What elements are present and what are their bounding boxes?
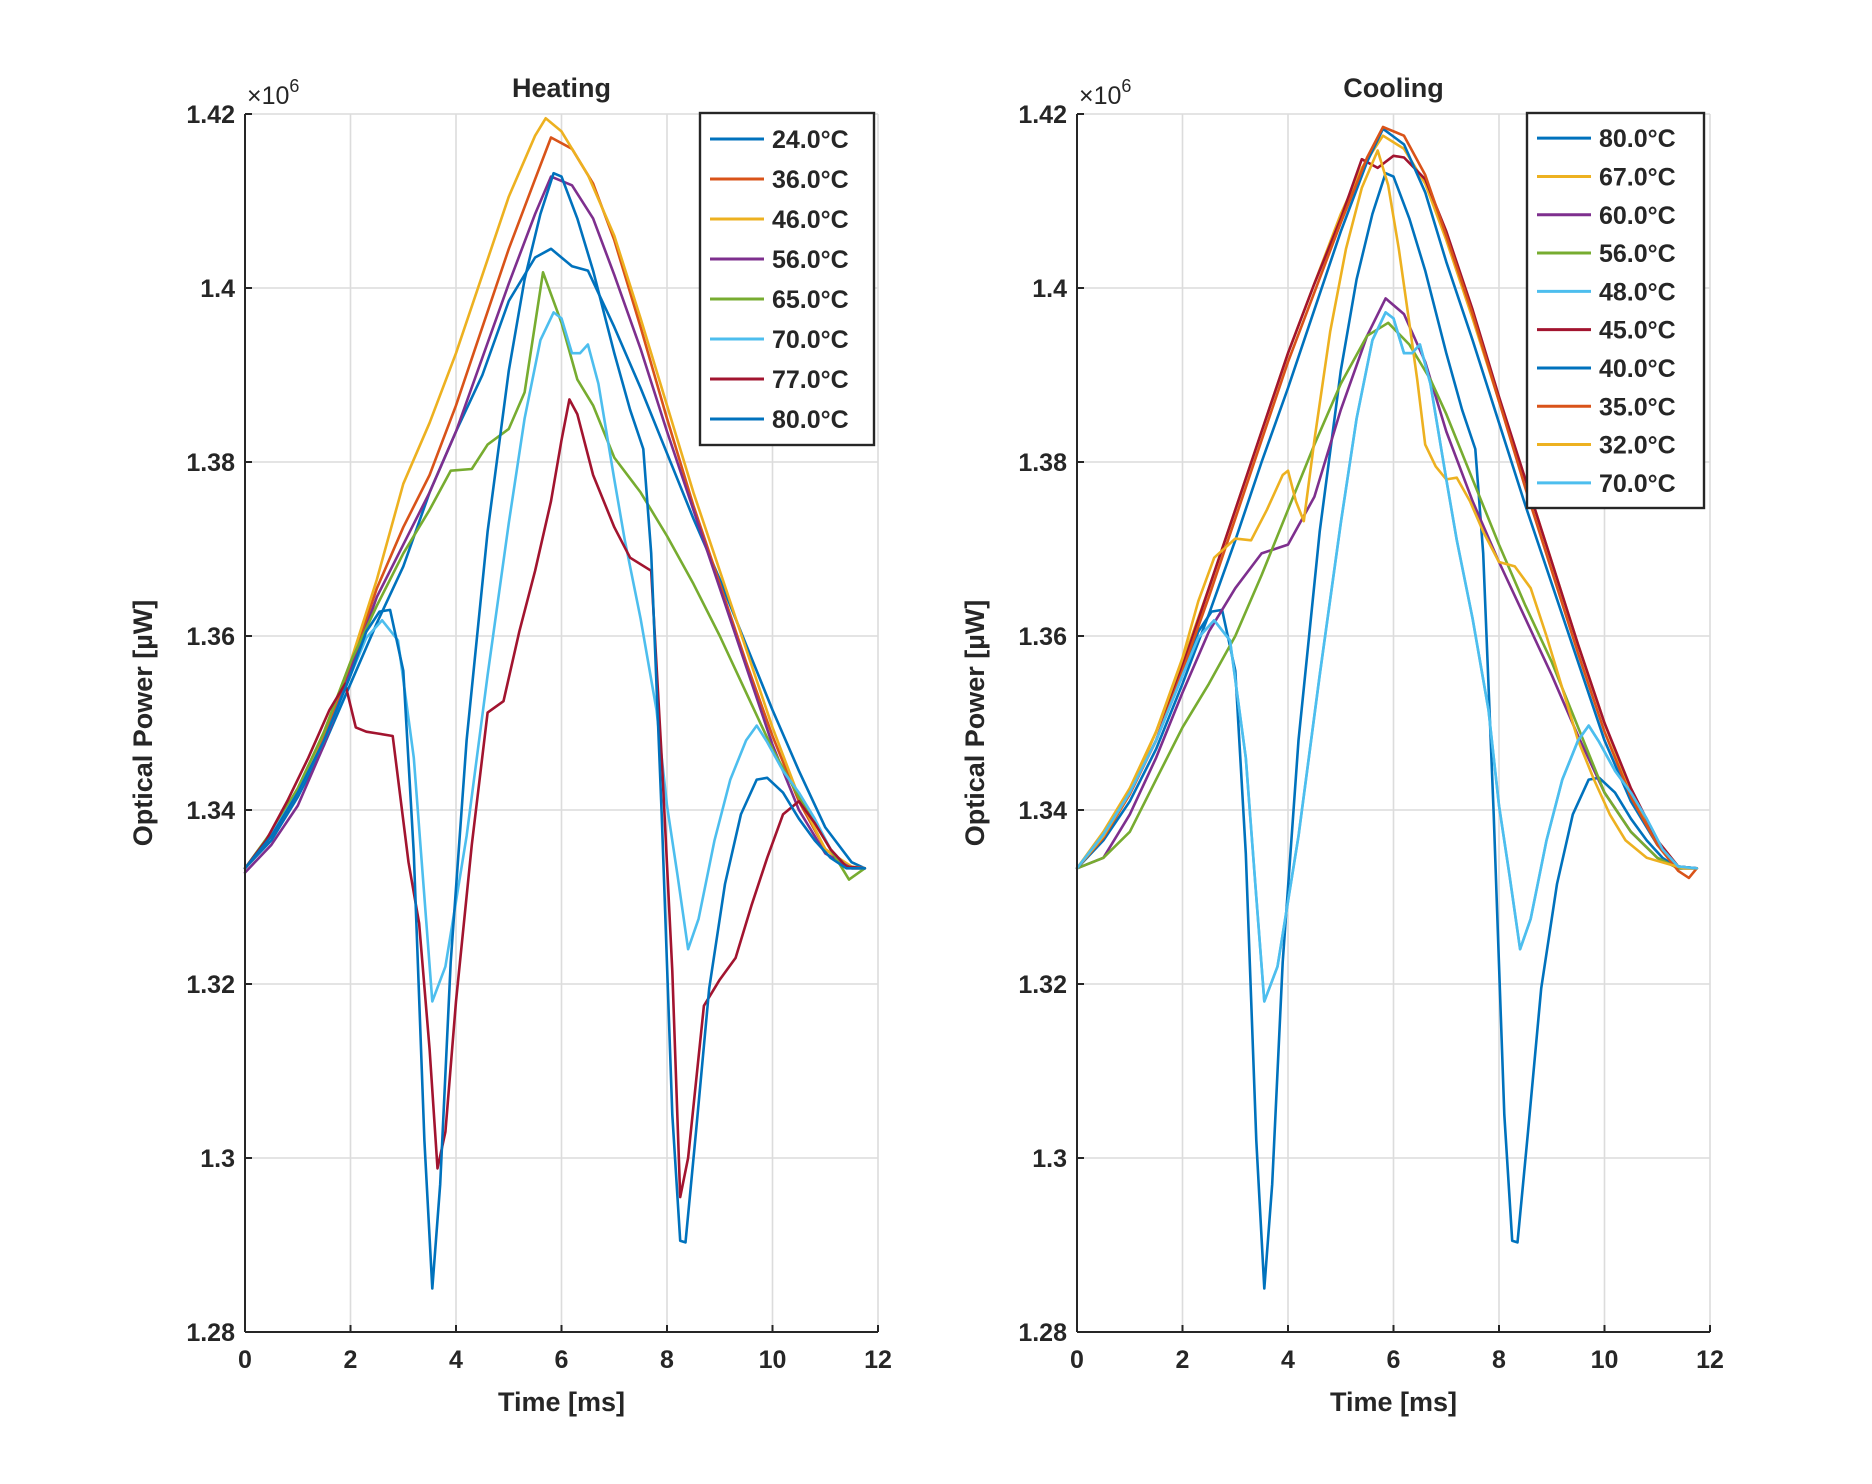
series-lines	[243, 117, 867, 1290]
legend-entry: 70.0°C	[1599, 470, 1676, 498]
legend-entry: 48.0°C	[1599, 278, 1676, 306]
legend-entry: 60.0°C	[1599, 202, 1676, 230]
chart-title: Heating	[512, 73, 611, 103]
series-line-40.0°C	[1075, 127, 1699, 870]
y-tick-label: 1.4	[1032, 275, 1067, 303]
x-tick-label: 2	[1176, 1346, 1190, 1374]
series-line-45.0°C	[1075, 154, 1699, 870]
y-tick-label: 1.36	[186, 623, 235, 651]
x-tick-label: 12	[1696, 1346, 1724, 1374]
y-tick-label: 1.34	[1018, 797, 1067, 825]
y-exponent-label: ×106	[247, 76, 299, 110]
y-tick-label: 1.32	[186, 971, 235, 999]
x-tick-label: 10	[1591, 1346, 1619, 1374]
x-tick-label: 0	[1070, 1346, 1084, 1374]
x-tick-label: 4	[1281, 1346, 1295, 1374]
series-line-77.0°C	[243, 398, 867, 1199]
y-tick-label: 1.38	[186, 449, 235, 477]
legend-entry: 56.0°C	[1599, 240, 1676, 268]
axes-heating: 0 2 4 6 8 10 12 1.28 1.3 1.32 1.34 1.36 1.38 1.4 1.42 ×…	[128, 73, 892, 1417]
series-line-24.0°C	[243, 247, 867, 870]
axes-cooling: 0 2 4 6 8 10 12 1.28 1.3 1.32 1.34 1.36 1.38 1.4 1.42 ×…	[960, 73, 1724, 1417]
y-tick-label: 1.42	[1018, 101, 1067, 129]
series-line-35.0°C	[1075, 125, 1699, 880]
y-tick-label: 1.36	[1018, 623, 1067, 651]
x-tick-label: 8	[660, 1346, 674, 1374]
series-line-65.0°C	[243, 271, 867, 881]
series-line-56.0°C	[243, 175, 867, 874]
y-tick-label: 1.4	[200, 275, 235, 303]
y-tick-label: 1.32	[1018, 971, 1067, 999]
legend: 80.0°C 67.0°C 60.0°C 56.0°C 48.0°C 45.0°C 40.0…	[1525, 111, 1706, 510]
x-tick-label: 6	[555, 1346, 569, 1374]
x-tick-label: 2	[344, 1346, 358, 1374]
chart-title: Cooling	[1343, 73, 1443, 103]
legend-entry: 65.0°C	[772, 286, 849, 314]
legend-entry: 70.0°C	[772, 326, 849, 354]
legend-entry: 56.0°C	[772, 246, 849, 274]
y-axis-label: Optical Power [µW]	[128, 600, 158, 847]
y-tick-label: 1.3	[1032, 1145, 1067, 1173]
series-line-70.0°C	[1075, 311, 1699, 1003]
legend-entry: 36.0°C	[772, 166, 849, 194]
legend-box	[698, 111, 876, 447]
x-tick-label: 12	[864, 1346, 892, 1374]
legend-box	[1525, 111, 1706, 510]
legend-entry: 45.0°C	[1599, 317, 1676, 345]
y-tick-label: 1.38	[1018, 449, 1067, 477]
y-exponent-label: ×106	[1079, 76, 1131, 110]
y-tick-label: 1.28	[1018, 1319, 1067, 1347]
legend-entry: 80.0°C	[1599, 125, 1676, 153]
legend-entry: 80.0°C	[772, 406, 849, 434]
x-axis-label: Time [ms]	[1330, 1387, 1457, 1417]
y-tick-label: 1.34	[186, 797, 235, 825]
legend-entry: 32.0°C	[1599, 432, 1676, 460]
legend-entry: 24.0°C	[772, 126, 849, 154]
x-tick-label: 4	[449, 1346, 463, 1374]
y-tick-label: 1.42	[186, 101, 235, 129]
x-tick-label: 8	[1492, 1346, 1506, 1374]
legend-entry: 46.0°C	[772, 206, 849, 234]
x-tick-label: 0	[238, 1346, 252, 1374]
x-tick-label: 10	[759, 1346, 787, 1374]
legend-entry: 77.0°C	[772, 366, 849, 394]
legend-entry: 67.0°C	[1599, 163, 1676, 191]
series-line-80.0°C	[243, 171, 867, 1290]
legend-entry: 40.0°C	[1599, 355, 1676, 383]
series-line-32.0°C	[1075, 149, 1699, 870]
y-tick-label: 1.28	[186, 1319, 235, 1347]
x-tick-label: 6	[1387, 1346, 1401, 1374]
legend: 24.0°C 36.0°C 46.0°C 56.0°C 65.0°C 70.0°C 77.0…	[698, 111, 876, 447]
series-lines	[1075, 125, 1699, 1290]
y-tick-label: 1.3	[200, 1145, 235, 1173]
x-axis-label: Time [ms]	[498, 1387, 625, 1417]
y-axis-label: Optical Power [µW]	[960, 600, 990, 847]
series-line-46.0°C	[243, 117, 867, 870]
legend-entry: 35.0°C	[1599, 393, 1676, 421]
